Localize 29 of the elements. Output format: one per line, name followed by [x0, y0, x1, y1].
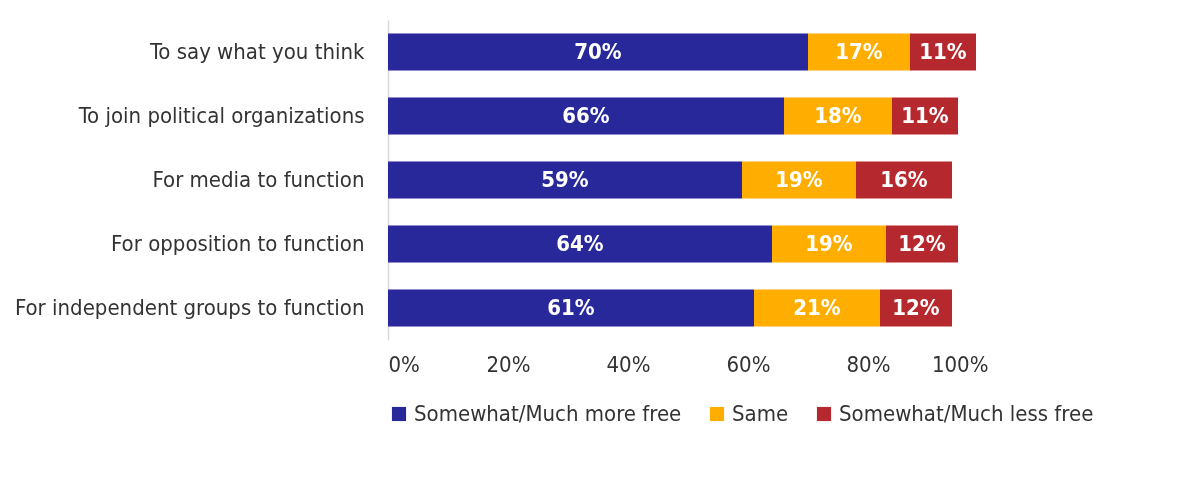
data-label: 19% [775, 167, 823, 192]
data-label: 61% [547, 295, 595, 320]
data-label: 18% [814, 103, 862, 128]
data-label: 12% [898, 231, 946, 256]
x-tick-label: 20% [486, 351, 531, 377]
legend-label: Somewhat/Much more free [414, 401, 682, 426]
x-tick-label: 100% [931, 351, 989, 377]
y-tick-label: For media to function [152, 167, 365, 192]
data-label: 19% [805, 231, 853, 256]
y-tick-label: For opposition to function [111, 231, 365, 256]
y-tick-label: To say what you think [148, 39, 366, 64]
x-tick-label: 60% [726, 351, 771, 377]
data-label: 11% [901, 103, 949, 128]
data-label: 70% [574, 39, 622, 64]
y-tick-label: To join political organizations [77, 103, 365, 128]
x-tick-label: 80% [846, 351, 891, 377]
data-label: 12% [892, 295, 940, 320]
data-label: 59% [541, 167, 589, 192]
legend-label: Same [732, 401, 789, 426]
data-label: 17% [835, 39, 883, 64]
y-tick-label: For independent groups to function [14, 295, 365, 320]
data-label: 11% [919, 39, 967, 64]
x-tick-label: 0% [388, 351, 420, 377]
data-label: 66% [562, 103, 610, 128]
legend-label: Somewhat/Much less free [839, 401, 1094, 426]
data-label: 64% [556, 231, 604, 256]
data-label: 16% [880, 167, 928, 192]
x-tick-label: 40% [606, 351, 651, 377]
data-label: 21% [793, 295, 841, 320]
